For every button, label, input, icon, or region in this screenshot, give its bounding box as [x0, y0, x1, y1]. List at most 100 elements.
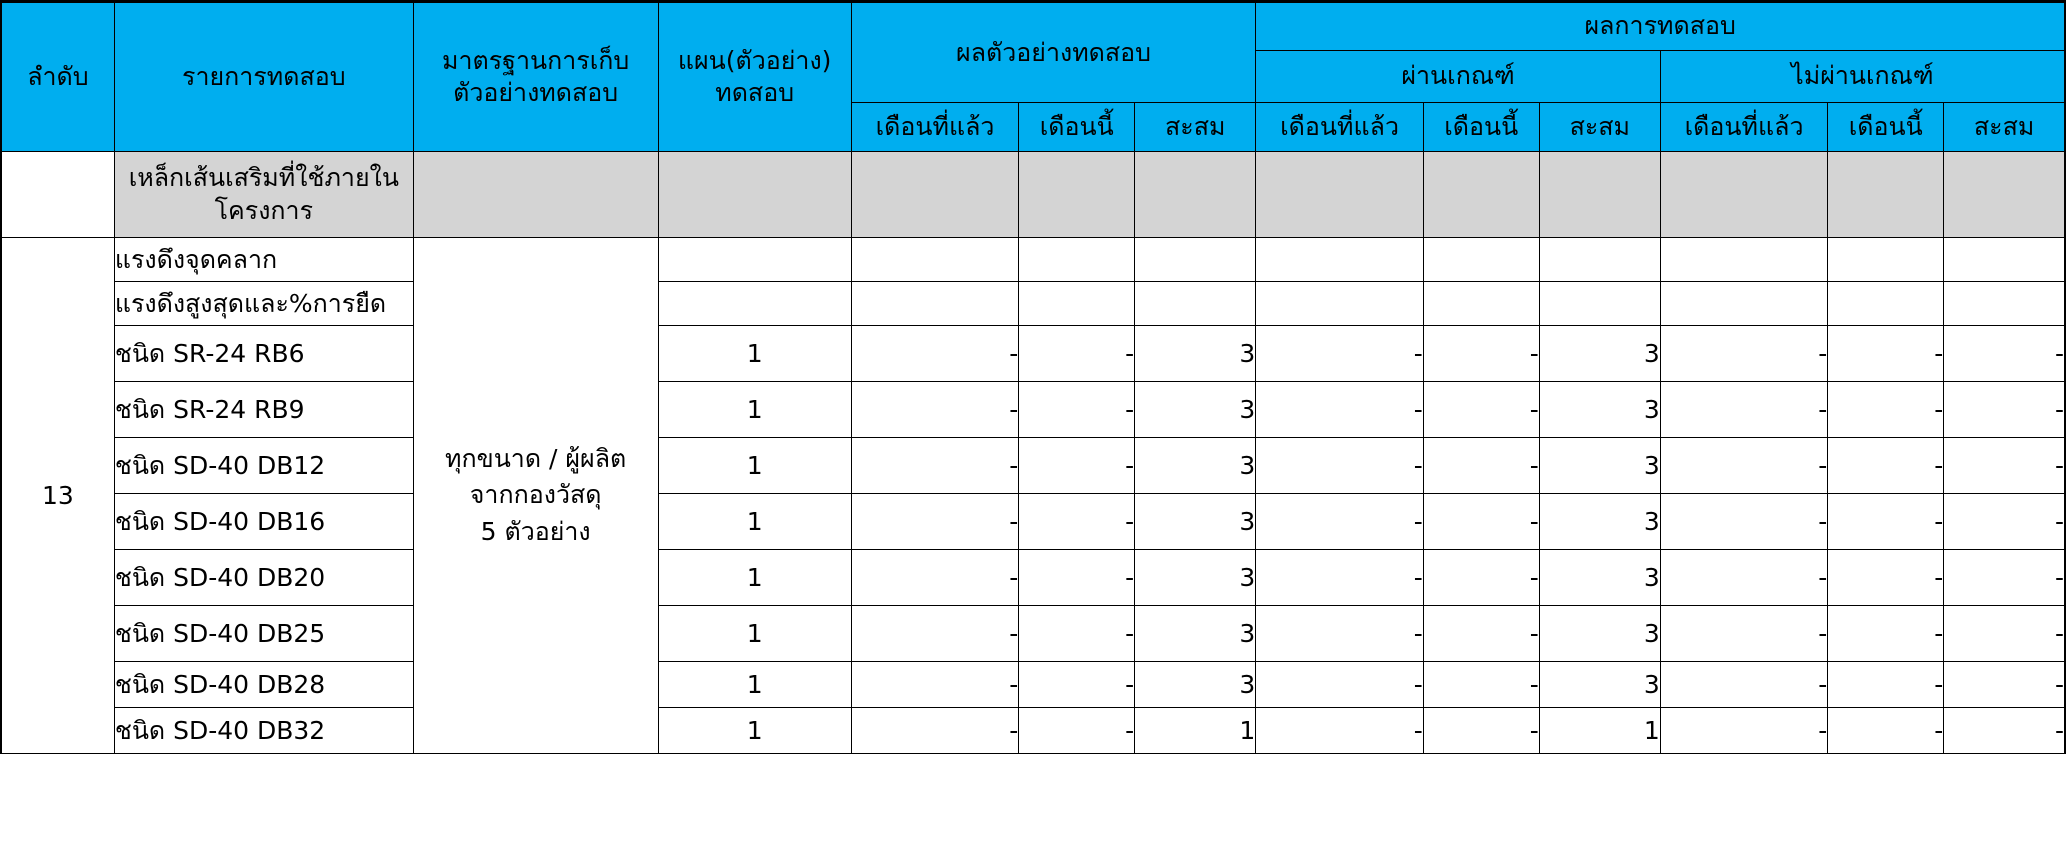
row-sample-last-month: -	[850, 493, 1020, 550]
row-fail-cumulative: -	[1943, 325, 2066, 382]
row-pass-last-month: -	[1255, 493, 1424, 550]
row-sample-cumulative: 3	[1134, 325, 1257, 382]
header-plan-line2: ทดสอบ	[715, 78, 795, 107]
row-pass-this-month: -	[1422, 549, 1540, 606]
row-fail-this-month: -	[1827, 493, 1945, 550]
row-plan: 1	[657, 437, 852, 494]
row-plan: 1	[657, 661, 852, 708]
row-fail-last-month: -	[1659, 549, 1829, 606]
row-fail-this-month: -	[1827, 437, 1945, 494]
row-pass-last-month: -	[1255, 325, 1424, 382]
row-sample-this-month: -	[1018, 605, 1136, 662]
header-test-result: ผลการทดสอบ	[1255, 0, 2066, 51]
row-sample-this-month: -	[1018, 381, 1136, 438]
row-fail-last-month: -	[1659, 707, 1829, 754]
row-pass-last-month: -	[1255, 549, 1424, 606]
row-pass-this-month: -	[1422, 707, 1540, 754]
row-fail-this-month: -	[1827, 707, 1945, 754]
header-sampling-standard-line1: มาตรฐานการเก็บ	[442, 46, 630, 75]
row-pass-last-month: -	[1255, 437, 1424, 494]
header-sample-this-month: เดือนนี้	[1018, 102, 1136, 152]
row-pass-last-month: -	[1255, 661, 1424, 708]
row-label: ชนิด SR-24 RB6	[113, 325, 414, 382]
header-plan: แผน(ตัวอย่าง) ทดสอบ	[657, 0, 852, 152]
header-test-item: รายการทดสอบ	[113, 0, 414, 152]
row-pass-last-month: -	[1255, 381, 1424, 438]
note2-p2	[1422, 281, 1540, 326]
header-pass-cumulative: สะสม	[1538, 102, 1661, 152]
note1-s1	[850, 237, 1020, 282]
row-label: ชนิด SD-40 DB12	[113, 437, 414, 494]
header-pass-this-month: เดือนนี้	[1422, 102, 1540, 152]
row-plan: 1	[657, 605, 852, 662]
note2-f3	[1943, 281, 2066, 326]
row-pass-this-month: -	[1422, 605, 1540, 662]
note2-f2	[1827, 281, 1945, 326]
group-blank-f2	[1827, 151, 1945, 238]
row-pass-cumulative: 3	[1538, 661, 1661, 708]
row-label: ชนิด SR-24 RB9	[113, 381, 414, 438]
row-sample-cumulative: 3	[1134, 549, 1257, 606]
row-fail-cumulative: -	[1943, 381, 2066, 438]
note1-plan	[657, 237, 852, 282]
row-fail-cumulative: -	[1943, 605, 2066, 662]
row-label: ชนิด SD-40 DB28	[113, 661, 414, 708]
header-seq: ลำดับ	[0, 0, 115, 152]
row-fail-cumulative: -	[1943, 549, 2066, 606]
row-pass-cumulative: 3	[1538, 381, 1661, 438]
header-row-3: เดือนที่แล้ว เดือนนี้ สะสม เดือนที่แล้ว …	[1, 102, 2066, 152]
row-pass-cumulative: 3	[1538, 493, 1661, 550]
row-pass-cumulative: 3	[1538, 605, 1661, 662]
table-row: ชนิด SD-40 DB25 1 - - 3 - - 3 - - -	[1, 605, 2066, 662]
header-plan-line1: แผน(ตัวอย่าง)	[677, 46, 832, 75]
row-plan: 1	[657, 325, 852, 382]
row-sample-last-month: -	[850, 661, 1020, 708]
row-sample-this-month: -	[1018, 549, 1136, 606]
row-fail-last-month: -	[1659, 437, 1829, 494]
row-sample-cumulative: 1	[1134, 707, 1257, 754]
row-pass-cumulative: 3	[1538, 325, 1661, 382]
row-sample-last-month: -	[850, 549, 1020, 606]
table-row: ชนิด SD-40 DB32 1 - - 1 - - 1 - - -	[1, 707, 2066, 754]
header-sample-last-month: เดือนที่แล้ว	[850, 102, 1020, 152]
row-plan: 1	[657, 549, 852, 606]
row-fail-last-month: -	[1659, 605, 1829, 662]
row-sample-this-month: -	[1018, 493, 1136, 550]
table-row: ชนิด SD-40 DB12 1 - - 3 - - 3 - - -	[1, 437, 2066, 494]
table-row: ชนิด SD-40 DB20 1 - - 3 - - 3 - - -	[1, 549, 2066, 606]
note1-f3	[1943, 237, 2066, 282]
row-pass-cumulative: 3	[1538, 549, 1661, 606]
row-sample-last-month: -	[850, 381, 1020, 438]
header-fail: ไม่ผ่านเกณฑ์	[1659, 49, 2066, 104]
group-blank-plan	[657, 151, 852, 238]
header-fail-this-month: เดือนนี้	[1827, 102, 1945, 152]
row-sample-this-month: -	[1018, 661, 1136, 708]
group-blank-f1	[1659, 151, 1829, 238]
note-label-2: แรงดึงสูงสุดและ%การยืด	[113, 281, 414, 326]
note2-s3	[1134, 281, 1257, 326]
row-label: ชนิด SD-40 DB32	[113, 707, 414, 754]
note1-s2	[1018, 237, 1136, 282]
row-sample-cumulative: 3	[1134, 381, 1257, 438]
group-seq-blank	[0, 151, 115, 238]
group-blank-standard	[412, 151, 659, 238]
row-label: ชนิด SD-40 DB25	[113, 605, 414, 662]
group-blank-s3	[1134, 151, 1257, 238]
group-title-line1: เหล็กเส้นเสริมที่ใช้ภายใน	[128, 163, 399, 192]
group-blank-s1	[850, 151, 1020, 238]
group-blank-f3	[1943, 151, 2066, 238]
row-pass-last-month: -	[1255, 707, 1424, 754]
row-sample-cumulative: 3	[1134, 437, 1257, 494]
row-plan: 1	[657, 707, 852, 754]
note1-p2	[1422, 237, 1540, 282]
note2-p1	[1255, 281, 1424, 326]
section-standard-line3: 5 ตัวอย่าง	[480, 516, 591, 546]
section-standard: ทุกขนาด / ผู้ผลิต จากกองวัสดุ 5 ตัวอย่าง	[412, 237, 659, 754]
row-plan: 1	[657, 493, 852, 550]
section-standard-line2: จากกองวัสดุ	[469, 480, 602, 510]
row-sample-last-month: -	[850, 605, 1020, 662]
group-blank-p3	[1538, 151, 1661, 238]
row-fail-this-month: -	[1827, 381, 1945, 438]
note-row-1: 13 แรงดึงจุดคลาก ทุกขนาด / ผู้ผลิต จากกอ…	[0, 237, 2066, 754]
